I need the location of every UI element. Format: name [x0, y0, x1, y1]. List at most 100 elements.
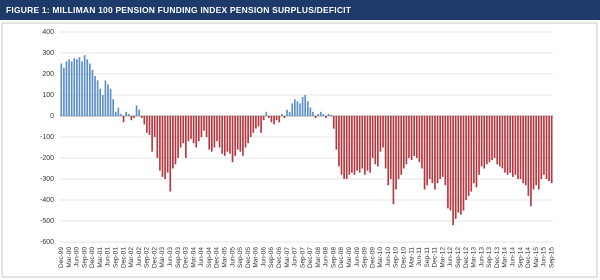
bar — [213, 116, 216, 148]
bar — [426, 116, 428, 186]
bar — [530, 116, 532, 207]
x-tick-label: Sep-00 — [81, 247, 88, 268]
bar — [389, 116, 392, 179]
bar — [252, 116, 255, 133]
bar — [418, 116, 421, 163]
x-tick-label: Dec-14 — [525, 247, 532, 268]
bar — [293, 99, 296, 116]
y-tick-label: 100 — [42, 92, 54, 99]
x-tick-label: Dec-00 — [89, 247, 96, 268]
bar — [133, 116, 135, 119]
bar — [387, 116, 390, 186]
x-tick-label: Sep-07 — [299, 247, 306, 268]
bar — [197, 116, 200, 142]
bar — [454, 116, 457, 219]
x-tick-label: Mar-12 — [439, 247, 446, 268]
bar — [434, 116, 436, 190]
bar — [151, 116, 153, 152]
bar — [519, 116, 522, 179]
bar — [405, 116, 408, 165]
bar — [73, 58, 76, 116]
x-tick-label: Dec-09 — [369, 247, 376, 268]
bar — [504, 116, 506, 173]
bar — [379, 116, 382, 152]
bar — [460, 116, 462, 215]
x-tick-label: Sep-01 — [113, 247, 120, 268]
chart: -600 -500 -400 -300 -200 -100 0 100 200 300 400 Dec… — [1, 22, 598, 278]
bar — [413, 116, 416, 156]
bar — [392, 116, 395, 205]
bar — [351, 116, 353, 173]
bar — [493, 116, 496, 158]
bar — [317, 113, 320, 116]
bar — [247, 116, 249, 144]
bar — [325, 116, 327, 119]
bar — [177, 116, 179, 158]
bar — [130, 116, 133, 121]
bar — [200, 116, 203, 137]
bar — [444, 116, 447, 186]
bar — [281, 113, 283, 116]
x-tick-label: Mar-15 — [533, 247, 540, 268]
bar — [475, 116, 478, 188]
bar — [81, 61, 83, 116]
bar — [291, 103, 294, 116]
bar — [153, 116, 156, 137]
y-tick-label: -300 — [40, 176, 54, 183]
bar — [138, 109, 140, 116]
bar — [68, 59, 70, 116]
bar — [535, 116, 537, 186]
x-tick-label: Sep-04 — [206, 247, 213, 268]
bar — [216, 116, 218, 142]
bar — [166, 116, 169, 173]
bar — [127, 113, 130, 116]
chart-title: FIGURE 1: MILLIMAN 100 PENSION FUNDING I… — [0, 0, 600, 20]
bar — [135, 105, 138, 116]
x-tick-label: Sep-15 — [548, 247, 555, 268]
bar — [338, 116, 340, 167]
x-tick-label: Jun-06 — [260, 247, 267, 267]
bar — [104, 80, 107, 116]
bar — [159, 116, 161, 171]
bar — [543, 116, 545, 175]
bar — [384, 116, 387, 169]
bar — [143, 116, 146, 125]
bar — [239, 116, 242, 152]
bar — [208, 116, 211, 150]
bar — [120, 113, 122, 116]
bar — [361, 116, 364, 169]
y-tick-label: -600 — [40, 239, 54, 246]
bar — [174, 116, 177, 165]
bar — [96, 80, 99, 116]
bar — [185, 116, 187, 158]
bar — [242, 116, 244, 156]
x-tick-label: Mar-13 — [471, 247, 478, 268]
x-tick-label: Mar-08 — [315, 247, 322, 268]
bar — [296, 101, 299, 116]
x-tick-label: Jun-15 — [541, 247, 548, 267]
bar — [182, 116, 185, 144]
y-tick-label: -400 — [40, 197, 54, 204]
bar — [299, 103, 301, 116]
bar — [190, 116, 192, 140]
x-tick-label: Dec-10 — [401, 247, 408, 268]
bar — [304, 95, 307, 116]
bar — [210, 116, 213, 152]
bar — [517, 116, 519, 179]
bar — [301, 97, 304, 116]
bar — [415, 116, 418, 158]
y-tick-label: 200 — [42, 71, 54, 78]
bar — [309, 107, 312, 116]
bar — [229, 116, 231, 154]
bar — [65, 61, 68, 116]
y-tick-label: 400 — [42, 29, 54, 36]
bar — [345, 116, 348, 179]
x-tick-label: Jun-14 — [510, 247, 517, 267]
y-tick-label: -500 — [40, 218, 54, 225]
bar — [117, 107, 120, 116]
bar — [306, 101, 309, 116]
bar — [498, 116, 501, 167]
y-tick-label: 0 — [50, 113, 54, 120]
x-tick-label: Jun-01 — [105, 247, 112, 267]
bar — [447, 116, 449, 209]
